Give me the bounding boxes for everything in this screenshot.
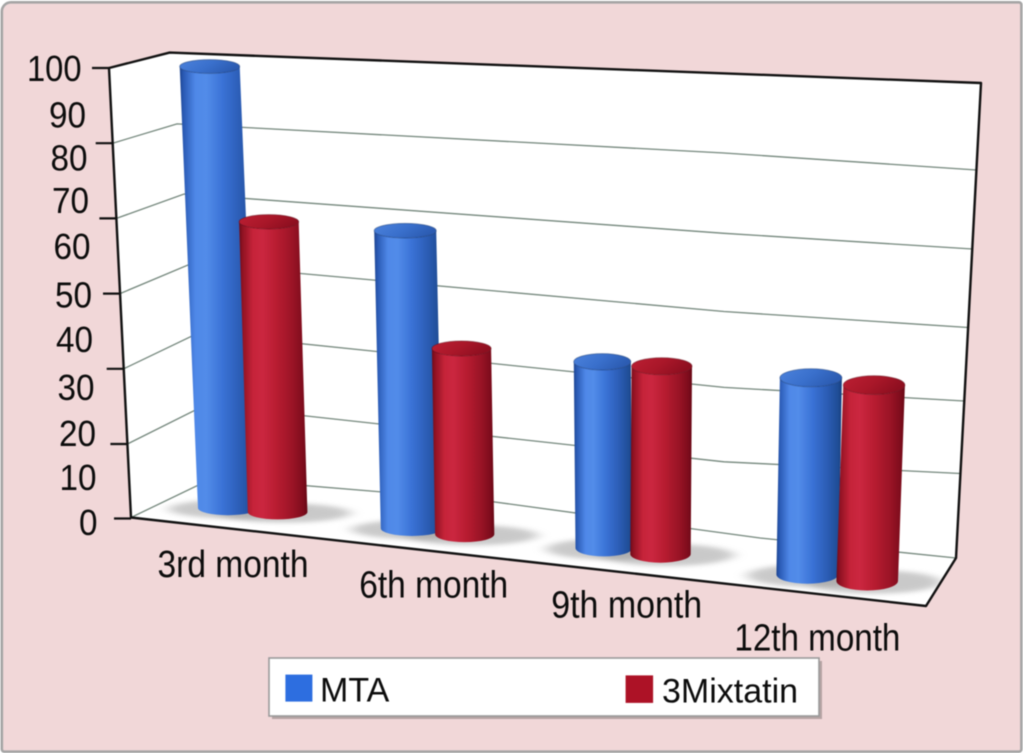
svg-text:3Mixtatin: 3Mixtatin bbox=[662, 673, 798, 711]
svg-text:50: 50 bbox=[55, 275, 92, 316]
svg-text:30: 30 bbox=[58, 367, 95, 408]
svg-text:20: 20 bbox=[59, 413, 96, 454]
svg-text:80: 80 bbox=[51, 138, 88, 179]
svg-text:9th month: 9th month bbox=[551, 585, 702, 627]
svg-text:90: 90 bbox=[49, 95, 86, 136]
svg-text:6th month: 6th month bbox=[359, 565, 508, 607]
svg-text:70: 70 bbox=[52, 180, 89, 221]
svg-text:10: 10 bbox=[60, 457, 97, 498]
svg-text:40: 40 bbox=[56, 319, 93, 360]
svg-text:MTA: MTA bbox=[320, 672, 390, 710]
svg-text:3rd month: 3rd month bbox=[158, 544, 309, 586]
svg-text:12th month: 12th month bbox=[734, 618, 900, 660]
svg-text:100: 100 bbox=[27, 48, 82, 89]
svg-text:60: 60 bbox=[54, 226, 91, 267]
svg-text:0: 0 bbox=[79, 502, 98, 543]
